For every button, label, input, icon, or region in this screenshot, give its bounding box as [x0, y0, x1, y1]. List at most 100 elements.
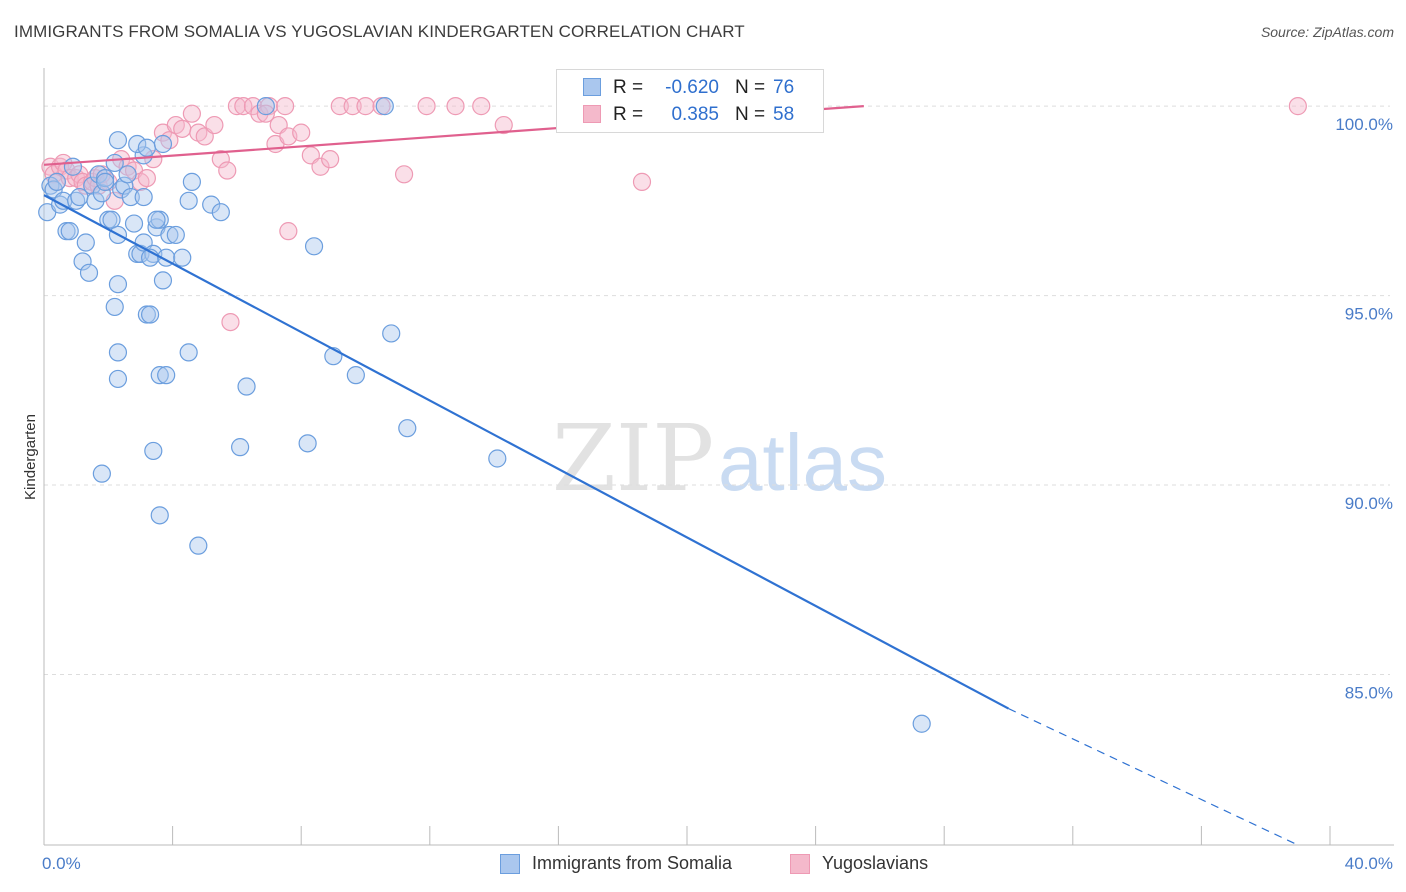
somalia-point	[160, 225, 179, 245]
somalia-point	[121, 187, 140, 207]
legend-swatch-somalia	[583, 78, 601, 96]
y-axis-label: Kindergarten	[22, 414, 39, 500]
x-tick-label: 40.0%	[1345, 854, 1393, 873]
somalia-point	[202, 195, 221, 214]
somalia-trend-extension	[1008, 708, 1299, 846]
legend-swatch-yugoslavians	[583, 105, 601, 123]
somalia-point	[375, 97, 394, 116]
somalia-point	[108, 369, 128, 389]
yugoslavians-point	[472, 97, 491, 116]
somalia-point	[237, 377, 256, 396]
somalia-point	[166, 225, 185, 245]
y-tick-label: 100.0%	[1335, 115, 1393, 134]
legend-n-value: 76	[773, 77, 795, 98]
yugoslavians-point	[330, 97, 349, 116]
somalia-point	[118, 165, 137, 184]
y-tick-label: 95.0%	[1345, 305, 1393, 324]
legend-n-label: N =	[735, 77, 766, 98]
somalia-point	[102, 210, 121, 229]
yugoslavians-point	[311, 157, 330, 176]
somalia-point	[382, 324, 401, 343]
correlation-legend: R = -0.620 N = 76 R = 0.385 N = 58	[556, 69, 824, 133]
y-tick-label: 85.0%	[1345, 683, 1393, 702]
y-tick-label: 90.0%	[1345, 494, 1393, 513]
yugoslavians-point	[218, 161, 237, 180]
yugoslavians-point	[250, 104, 269, 123]
legend-n-value: 58	[773, 104, 795, 125]
somalia-trend-line	[43, 194, 1010, 710]
somalia-point	[95, 172, 115, 191]
somalia-point	[150, 366, 169, 385]
legend-n-label: N =	[735, 104, 766, 125]
somalia-point	[346, 366, 365, 385]
somalia-point	[256, 97, 275, 116]
somalia-point	[182, 172, 201, 191]
somalia-point	[76, 233, 95, 252]
somalia-point	[147, 210, 166, 229]
somalia-point	[173, 248, 192, 267]
somalia-point	[150, 506, 169, 525]
yugoslavians-point	[632, 172, 652, 191]
yugoslavians-point	[446, 97, 465, 116]
somalia-point	[137, 138, 156, 157]
somalia-point	[189, 536, 208, 555]
yugoslavians-point	[211, 150, 230, 169]
somalia-point	[144, 441, 163, 461]
somalia-point	[157, 366, 176, 385]
somalia-point	[488, 449, 507, 468]
watermark-zip: ZIP	[552, 405, 714, 512]
somalia-point	[79, 263, 99, 282]
legend-r-label: R =	[613, 77, 644, 98]
legend-r-value: 0.385	[671, 104, 719, 125]
yugoslavians-point	[292, 123, 311, 142]
tick-labels: 100.0% 95.0% 90.0% 85.0% 0.0% 40.0%	[42, 115, 1393, 873]
yugoslavians-point	[394, 165, 414, 184]
somalia-point	[73, 252, 92, 271]
somalia-point	[108, 275, 128, 294]
watermark-atlas: atlas	[718, 418, 887, 507]
somalia-point	[60, 222, 79, 241]
yugoslavians-point	[144, 150, 163, 169]
legend-row-somalia: R = -0.620 N = 76	[557, 75, 823, 101]
somalia-point	[128, 134, 147, 154]
axes	[43, 68, 1394, 846]
series-swatch-yugoslavians	[790, 854, 810, 874]
somalia-point	[105, 297, 124, 317]
yugoslavians-point	[227, 97, 246, 116]
somalia-point	[304, 237, 324, 256]
somalia-point	[134, 187, 153, 207]
somalia-point	[298, 434, 317, 453]
series-legend: Immigrants from Somalia Yugoslavians	[0, 852, 1406, 878]
yugoslavians-point	[417, 97, 436, 116]
chart-source: Source: ZipAtlas.com	[1260, 24, 1394, 40]
series-label-somalia: Immigrants from Somalia	[532, 853, 733, 873]
series-label-yugoslavians: Yugoslavians	[822, 853, 929, 873]
somalia-point	[211, 203, 230, 222]
yugoslavians-point	[205, 115, 224, 135]
somalia-point	[140, 305, 160, 324]
yugoslavians-point	[137, 168, 156, 188]
yugoslavians-point	[221, 312, 240, 332]
somalia-point	[153, 134, 173, 154]
somalia-point	[108, 131, 128, 150]
yugoslavians-point	[234, 97, 253, 116]
chart-title: IMMIGRANTS FROM SOMALIA VS YUGOSLAVIAN K…	[14, 22, 745, 41]
somalia-point	[86, 191, 105, 210]
somalia-point	[124, 214, 144, 233]
yugoslavians-point	[276, 97, 295, 116]
yugoslavians-point	[182, 104, 201, 123]
yugoslavians-point	[356, 97, 375, 116]
yugoslavians-points	[41, 97, 1307, 332]
yugoslavians-point	[279, 222, 298, 241]
somalia-points	[38, 97, 931, 733]
somalia-point	[231, 438, 250, 457]
somalia-point	[398, 419, 417, 438]
somalia-point	[92, 184, 111, 203]
yugoslavians-point	[343, 97, 362, 116]
legend-r-value: -0.620	[665, 77, 719, 98]
somalia-point	[179, 343, 198, 362]
yugoslavians-point	[321, 150, 340, 169]
somalia-point	[153, 271, 173, 290]
somalia-point	[115, 176, 134, 195]
